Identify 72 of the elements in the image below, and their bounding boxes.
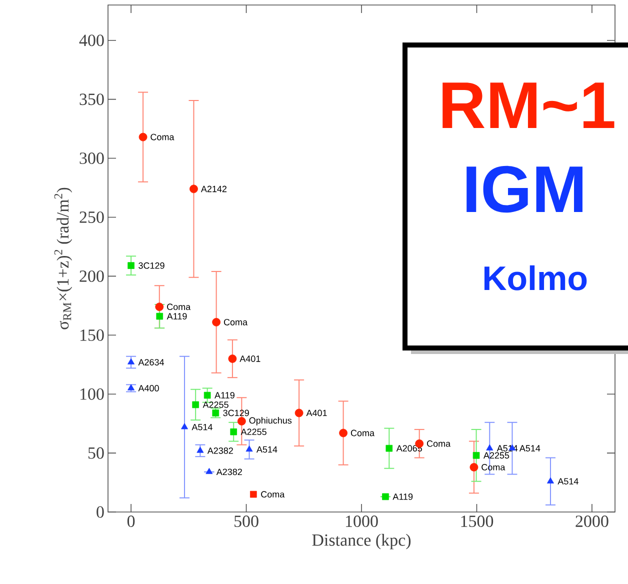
point — [128, 384, 135, 390]
annotation: A2382 — [207, 448, 233, 454]
y-tick-label: 300 — [80, 152, 104, 164]
annotation: A514 — [256, 446, 278, 453]
annotation: Coma — [427, 440, 451, 447]
point — [206, 468, 213, 474]
point — [190, 184, 198, 194]
point — [128, 262, 134, 269]
y-tick-label: 250 — [80, 211, 104, 223]
point — [472, 452, 480, 459]
point — [181, 423, 188, 430]
point — [386, 444, 393, 452]
annotation: A2382 — [216, 468, 242, 476]
annotation: A119 — [214, 392, 234, 398]
y-tick-label: 100 — [80, 388, 104, 400]
annotation: A119 — [166, 313, 187, 320]
y-tick-label: 50 — [88, 447, 104, 459]
annotation: A514 — [558, 478, 578, 484]
annotation: Coma — [350, 430, 374, 436]
point — [294, 408, 304, 418]
annotation: A119 — [392, 493, 413, 500]
point — [486, 444, 494, 450]
point — [250, 490, 257, 498]
x-tick-label: 1000 — [346, 516, 378, 528]
annotation: A514 — [192, 424, 212, 430]
annotation: A2255 — [202, 402, 228, 408]
point — [138, 132, 148, 142]
annotation: RM~1 — [442, 82, 614, 128]
annotation: Coma — [167, 304, 191, 310]
y-axis-title: σ$_{RM}$×(1+z)$^{2}$ (rad/m$^{2}$) — [54, 188, 72, 330]
point — [155, 302, 164, 312]
point — [128, 358, 135, 364]
annotation: A2142 — [200, 186, 226, 192]
annotation: A2255 — [483, 452, 510, 459]
point — [546, 477, 554, 484]
point — [204, 392, 211, 399]
y-tick-label: 400 — [79, 34, 104, 46]
point — [196, 446, 204, 453]
annotation: A401 — [240, 356, 260, 362]
point — [228, 354, 237, 363]
point — [382, 493, 389, 500]
x-tick-label: 500 — [234, 516, 258, 528]
y-tick-label: 150 — [80, 329, 104, 341]
annotation: Ophiuchus — [249, 417, 292, 426]
y-tick-label: 200 — [80, 270, 104, 282]
point — [156, 312, 164, 320]
point — [470, 462, 478, 472]
point — [230, 428, 237, 436]
annotation: Coma — [261, 491, 285, 498]
annotation: Coma — [224, 318, 248, 326]
annotation: Coma — [482, 464, 506, 470]
point — [246, 446, 253, 452]
annotation: A2634 — [138, 359, 164, 366]
x-tick-label: 1500 — [461, 516, 494, 528]
annotation: A400 — [138, 385, 159, 392]
annotation: A514 — [519, 445, 540, 452]
x-tick-label: 2000 — [576, 516, 608, 528]
annotation: Coma — [150, 134, 174, 140]
x-axis-title: Distance (kpc) — [312, 534, 411, 550]
annotation: A2255 — [240, 428, 266, 436]
annotation: 3C129 — [138, 262, 164, 269]
annotation: 3C129 — [223, 410, 249, 416]
annotation: Kolmo — [484, 265, 587, 290]
point — [237, 417, 246, 426]
point — [212, 318, 221, 326]
x-tick-label: 0 — [127, 516, 135, 528]
point — [339, 428, 348, 438]
y-tick-label: 0 — [96, 506, 104, 518]
y-tick-label: 350 — [80, 94, 104, 106]
point — [192, 401, 199, 408]
annotation: A401 — [306, 410, 327, 416]
annotation: IGM — [466, 166, 582, 213]
